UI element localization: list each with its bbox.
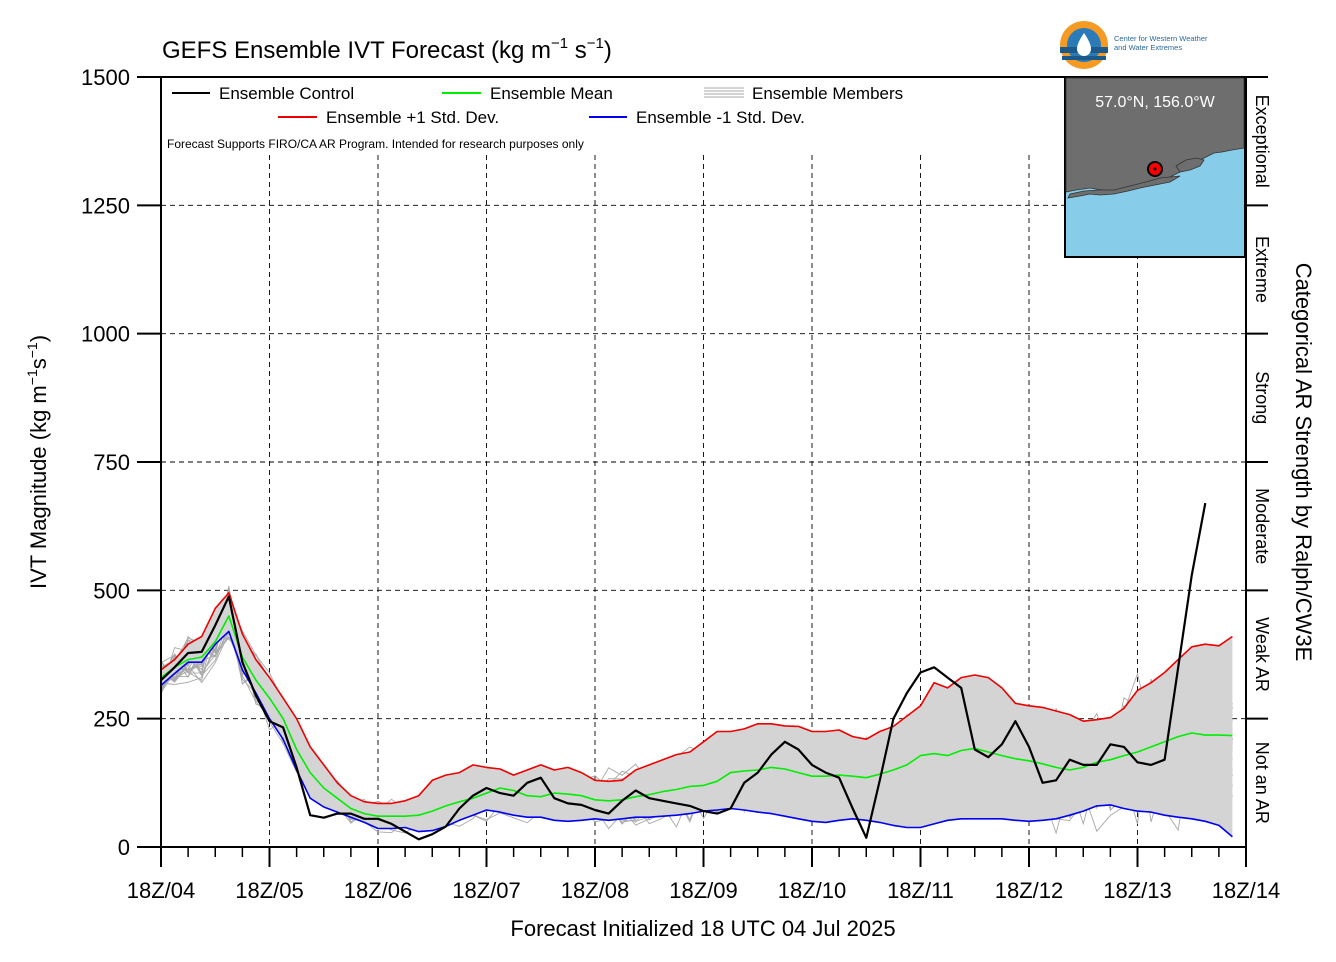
inset-map-location: 57.0°N, 156.0°W xyxy=(1095,94,1215,111)
series-lines xyxy=(160,502,1233,841)
right-category-label: Not an AR xyxy=(1252,742,1272,824)
droplet-icon xyxy=(1077,33,1091,56)
series-line-ensemble-1-std-dev xyxy=(160,592,1233,805)
x-tick-label: 18Z/04 xyxy=(127,878,196,903)
cw3e-logo: Center for Western Weather and Water Ext… xyxy=(1060,21,1208,69)
research-note: Forecast Supports FIRO/CA AR Program. In… xyxy=(167,137,584,151)
logo-text-line1: Center for Western Weather xyxy=(1114,34,1208,43)
x-tick-label: 18Z/10 xyxy=(778,878,847,903)
x-tick-label: 18Z/05 xyxy=(235,878,304,903)
x-tick-label: 18Z/06 xyxy=(344,878,413,903)
y-tick-label: 1250 xyxy=(81,193,130,218)
legend-label-mean: Ensemble Mean xyxy=(490,84,613,103)
std-dev-band-area xyxy=(161,592,1233,837)
right-category-label: Extreme xyxy=(1252,236,1272,303)
legend-swatch-members xyxy=(704,87,744,98)
right-category-label: Weak AR xyxy=(1252,617,1272,692)
y-tick-label: 0 xyxy=(118,835,130,860)
series-line-ensemble-control xyxy=(160,502,1207,841)
y-tick-label: 1500 xyxy=(81,65,130,90)
legend-label-control: Ensemble Control xyxy=(219,84,354,103)
y-tick-label: 1000 xyxy=(81,322,130,347)
y-axis-label: IVT Magnitude (kg m−1s−1) xyxy=(24,335,51,589)
logo-waves-2 xyxy=(1062,56,1106,60)
right-category-label: Moderate xyxy=(1252,488,1272,564)
axes: 18Z/04 18Z/05 18Z/06 18Z/07 18Z/08 18Z/09 18Z/… xyxy=(81,65,1280,903)
right-axis-label: Categorical AR Strength by Ralph/CW3E xyxy=(1291,263,1316,662)
chart-title: GEFS Ensemble IVT Forecast (kg m−1 s−1) xyxy=(162,35,612,64)
std-dev-band xyxy=(161,592,1233,837)
inset-map-marker-dot xyxy=(1153,167,1157,171)
y-tick-label: 250 xyxy=(93,707,130,732)
y-tick-label: 500 xyxy=(93,578,130,603)
inset-map-peninsula xyxy=(1067,175,1181,199)
y-tick-label: 750 xyxy=(93,450,130,475)
x-tick-label: 18Z/08 xyxy=(561,878,630,903)
x-tick-label: 18Z/14 xyxy=(1212,878,1281,903)
legend-label-plus: Ensemble +1 Std. Dev. xyxy=(326,108,499,127)
x-tick-label: 18Z/09 xyxy=(669,878,738,903)
logo-text-line2: and Water Extremes xyxy=(1114,43,1182,52)
series-line-ensemble-mean xyxy=(160,615,1233,817)
x-tick-label: 18Z/12 xyxy=(995,878,1064,903)
x-tick-label: 18Z/11 xyxy=(887,878,954,903)
right-category-label: Strong xyxy=(1252,371,1272,424)
legend-label-members: Ensemble Members xyxy=(752,84,903,103)
x-tick-label: 18Z/13 xyxy=(1103,878,1172,903)
legend-label-minus: Ensemble -1 Std. Dev. xyxy=(636,108,805,127)
inset-map-island xyxy=(1175,157,1205,173)
right-category-label: Exceptional xyxy=(1252,95,1272,188)
x-tick-label: 18Z/07 xyxy=(452,878,521,903)
inset-map: 57.0°N, 156.0°W xyxy=(1064,76,1246,258)
inset-map-land xyxy=(1065,77,1245,193)
legend: Ensemble Control Ensemble Mean Ensemble … xyxy=(167,84,903,151)
x-axis-label: Forecast Initialized 18 UTC 04 Jul 2025 xyxy=(510,916,895,941)
